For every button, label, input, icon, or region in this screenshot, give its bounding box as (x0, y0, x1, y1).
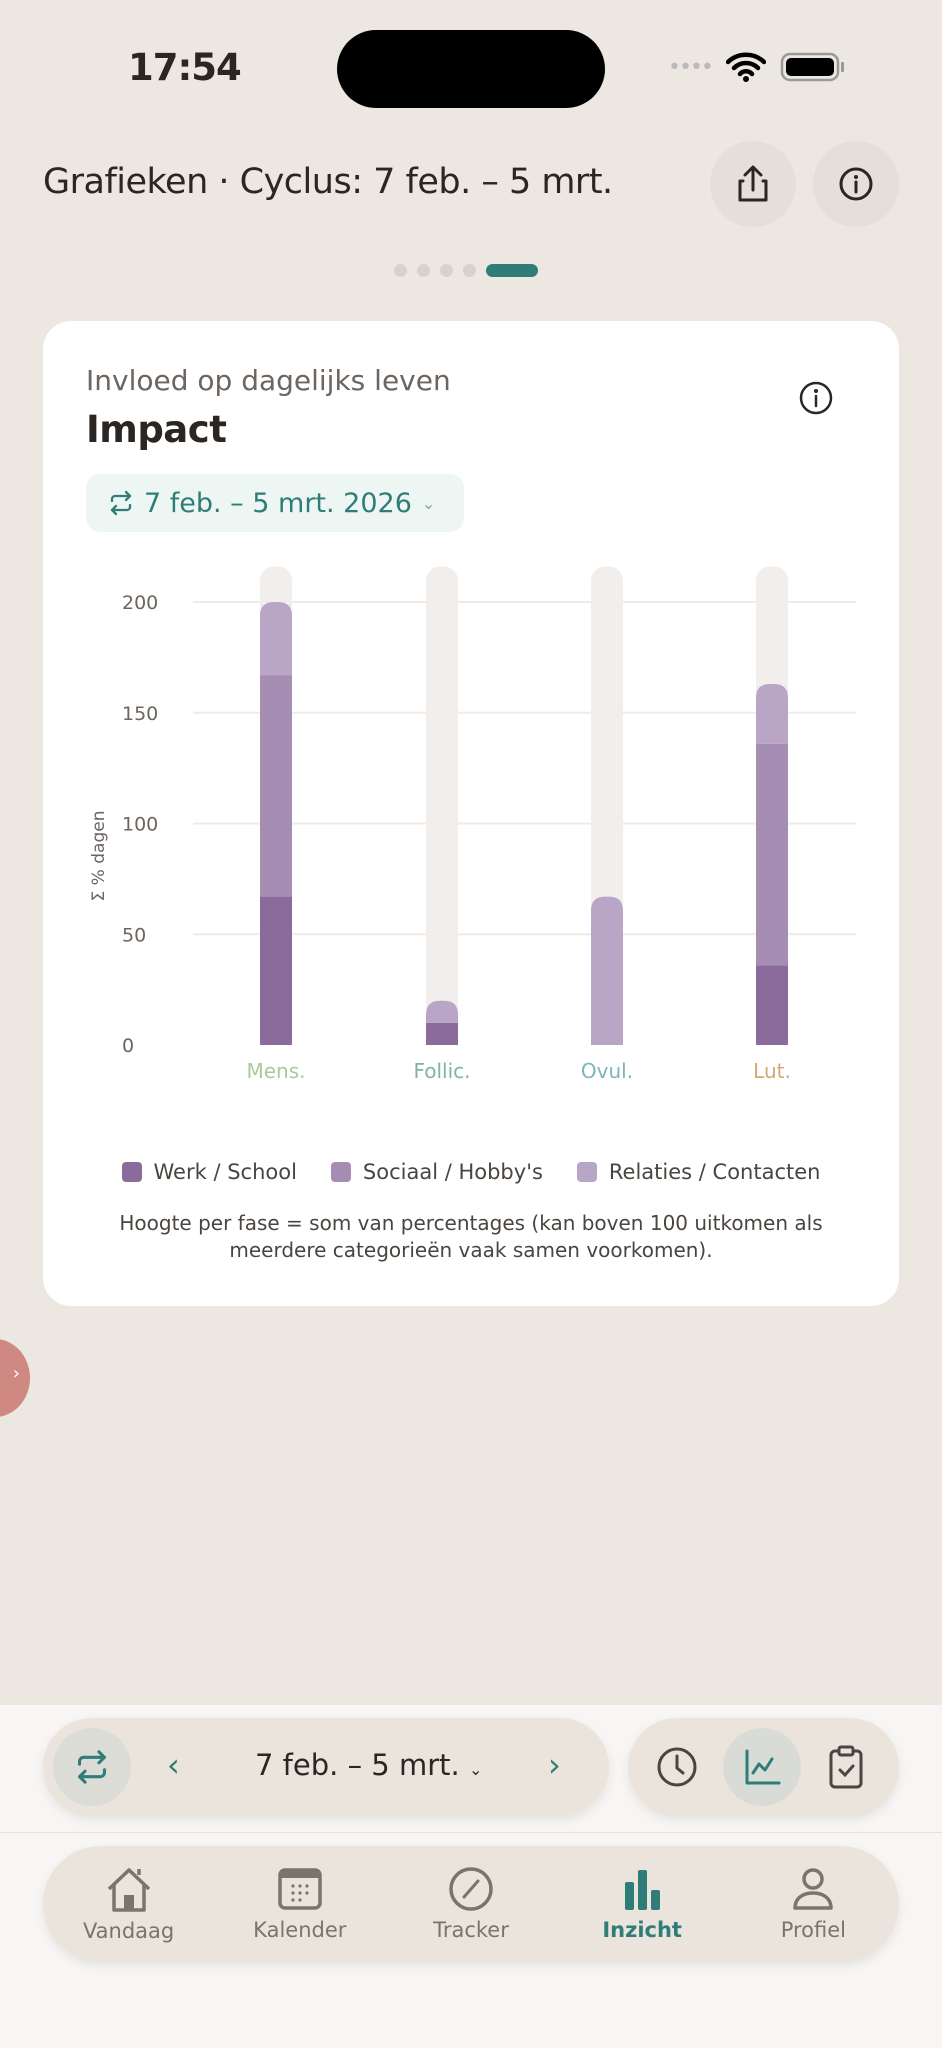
chart-legend: Werk / School Sociaal / Hobby's Relaties… (0, 1160, 942, 1184)
pencil-circle-icon (449, 1867, 493, 1911)
status-time: 17:54 (128, 46, 242, 89)
card-info-icon[interactable] (798, 380, 834, 416)
bar-segment (260, 896, 292, 1045)
range-label: 7 feb. – 5 mrt. 2026 (144, 487, 412, 519)
signal-icon: •••• (668, 54, 714, 80)
range-text: 7 feb. – 5 mrt. (255, 1748, 460, 1782)
impact-chart: 0 50 100 150 200 Σ % dagen Mens. Follic. Ovul. Lu… (89, 566, 856, 1083)
divider (0, 1832, 942, 1833)
range-dropdown[interactable]: 7 feb. – 5 mrt. 2026 ⌄ (86, 474, 464, 532)
page-dot[interactable] (417, 264, 430, 277)
legend-item: Werk / School (121, 1160, 297, 1184)
wifi-icon (725, 52, 766, 82)
x-tick-label: Lut. (753, 1059, 791, 1083)
previous-button[interactable]: ‹ (167, 1746, 180, 1784)
info-icon (839, 167, 873, 201)
chevron-down-icon: ⌄ (421, 493, 436, 513)
x-tick-label: Mens. (246, 1059, 305, 1083)
tab-tracker[interactable]: Tracker (396, 1866, 546, 1942)
page-indicator[interactable] (394, 264, 538, 277)
bar-segment (426, 1000, 458, 1023)
y-tick-label: 150 (122, 703, 158, 725)
next-button[interactable]: › (548, 1746, 561, 1784)
legend-item: Sociaal / Hobby's (330, 1160, 543, 1184)
tab-inzicht[interactable]: Inzicht (567, 1866, 717, 1942)
bar-segment (591, 896, 623, 1045)
y-tick-label: 100 (122, 814, 158, 836)
page-dot[interactable] (440, 264, 453, 277)
bar-segment (426, 1022, 458, 1045)
bar-segment (260, 602, 292, 676)
tab-bar: Vandaag Kalender Tracker Inzicht Profiel (43, 1846, 899, 1962)
line-chart-icon (745, 1749, 781, 1785)
dynamic-island (337, 30, 605, 108)
y-tick-label: 50 (122, 924, 146, 946)
card-title: Impact (86, 408, 227, 451)
legend-item: Relaties / Contacten (576, 1160, 820, 1184)
y-tick-label: 200 (122, 592, 158, 614)
tab-kalender[interactable]: Kalender (225, 1866, 375, 1942)
view-toolbar (628, 1718, 899, 1816)
bar-track (426, 566, 458, 1045)
y-axis-label: Σ % dagen (89, 811, 109, 902)
repeat-icon (78, 1750, 106, 1784)
chevron-down-icon: ⌄ (468, 1760, 483, 1779)
tab-profiel[interactable]: Profiel (738, 1866, 888, 1942)
cycle-toggle-button[interactable] (53, 1728, 131, 1806)
bar-segment (756, 743, 788, 966)
status-icons: •••• (668, 52, 846, 82)
repeat-icon (110, 490, 132, 516)
bar-segment (260, 675, 292, 897)
home-icon (107, 1868, 150, 1912)
share-icon (738, 165, 768, 202)
share-button[interactable] (710, 141, 796, 227)
clock-icon[interactable] (656, 1746, 698, 1788)
chart-note: Hoogte per fase = som van percentages (k… (119, 1211, 823, 1262)
page-dot[interactable] (394, 264, 407, 277)
chart-view-button[interactable] (723, 1728, 801, 1806)
range-toolbar: ‹ 7 feb. – 5 mrt. ⌄ › (43, 1718, 609, 1816)
bar-chart-icon (625, 1870, 661, 1910)
page-title: Grafieken · Cyclus: 7 feb. – 5 mrt. (43, 162, 613, 202)
battery-icon (780, 52, 844, 82)
info-button[interactable] (813, 141, 899, 227)
y-tick-label: 0 (122, 1035, 134, 1057)
card-subtitle: Invloed op dagelijks leven (86, 364, 451, 397)
tab-vandaag[interactable]: Vandaag (54, 1865, 204, 1943)
floating-side-button[interactable]: › (0, 1339, 30, 1417)
bar-segment (756, 683, 788, 744)
x-tick-label: Follic. (413, 1059, 470, 1083)
x-tick-label: Ovul. (581, 1059, 633, 1083)
person-icon (793, 1868, 834, 1910)
page-dot-active[interactable] (486, 264, 538, 277)
range-selector[interactable]: 7 feb. – 5 mrt. ⌄ (255, 1748, 482, 1782)
clipboard-check-icon[interactable] (828, 1744, 864, 1790)
page-dot[interactable] (463, 264, 476, 277)
calendar-icon (278, 1868, 322, 1910)
bar-segment (756, 965, 788, 1045)
